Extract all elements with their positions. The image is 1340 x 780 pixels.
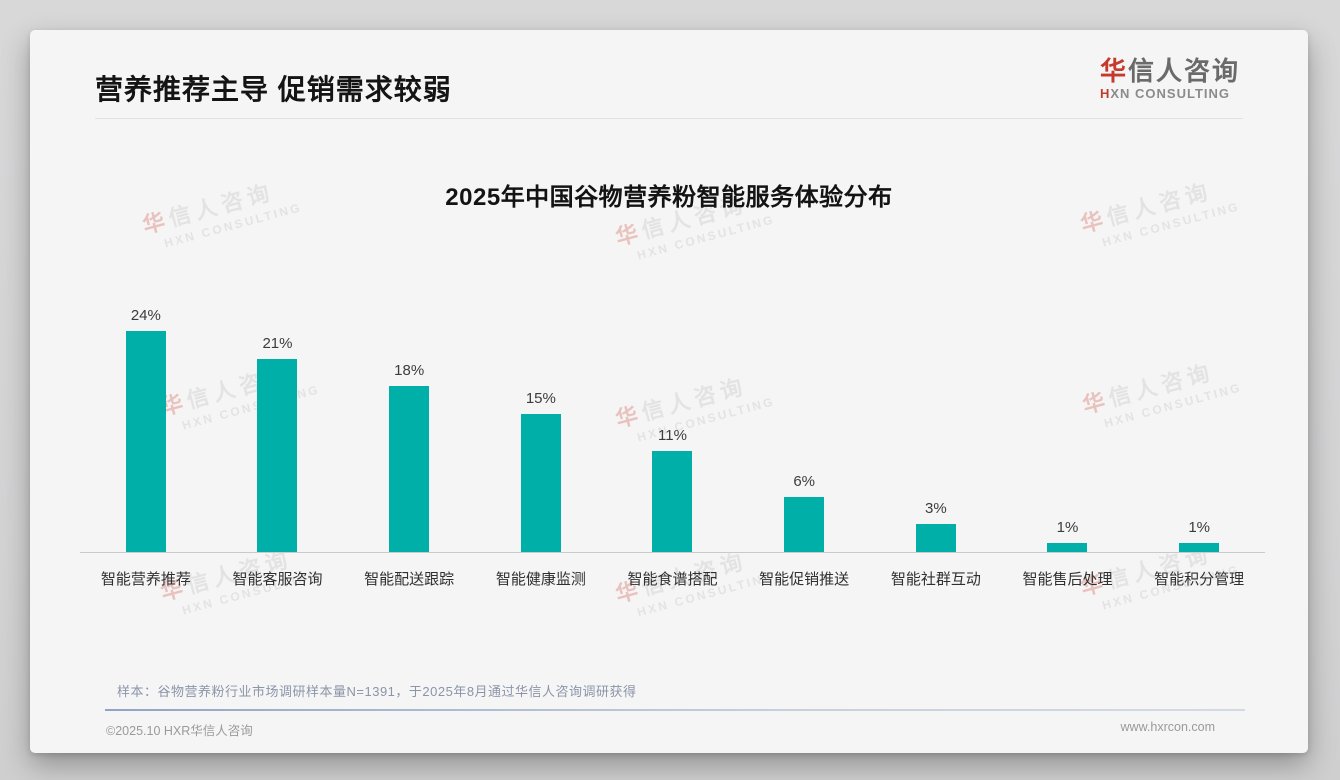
bar	[1179, 542, 1220, 552]
chart-title: 2025年中国谷物营养粉智能服务体验分布	[445, 184, 893, 211]
logo-en-text: HXN CONSULTING	[1100, 86, 1240, 101]
bar	[520, 414, 561, 552]
bar	[125, 331, 166, 552]
bar-group: 3% 智能社群互动	[870, 252, 1002, 588]
bar-group: 1% 智能售后处理	[1002, 252, 1134, 588]
bar-group: 6% 智能促销推送	[738, 252, 870, 588]
bar-category-label: 智能配送跟踪	[364, 571, 455, 588]
logo-en-first-char: H	[1099, 86, 1111, 101]
slide-card: 华信人咨询 HXN CONSULTING 华信人咨询 HXN CONSULTING 华信…	[30, 30, 1308, 753]
bar-category-label: 智能营养推荐	[100, 571, 191, 588]
page-title: 营养推荐主导 促销需求较弱	[95, 74, 452, 105]
bar-category-label: 智能售后处理	[1022, 571, 1113, 588]
bar-value-label: 1%	[1188, 518, 1210, 536]
bar-group: 15% 智能健康监测	[475, 252, 607, 588]
bar-category-label: 智能社群互动	[890, 571, 981, 588]
bar	[1047, 542, 1088, 552]
bar-value-label: 15%	[525, 390, 556, 407]
bar	[257, 358, 298, 552]
bar	[652, 450, 693, 552]
bar-value-label: 11%	[658, 426, 687, 444]
bar-group: 1% 智能积分管理	[1133, 252, 1265, 588]
bar-chart: 24% 智能营养推荐 21% 智能客服咨询 18% 智能配送跟踪 15% 智能健康监测 11% 智…	[80, 252, 1265, 588]
bar-category-label: 智能促销推送	[759, 571, 850, 588]
sample-note: 样本：谷物营养粉行业市场调研样本量N=1391，于2025年8月通过华信人咨询调…	[117, 684, 637, 699]
copyright-text: ©2025.10 HXR华信人咨询	[106, 724, 253, 738]
bar-group: 21% 智能客服咨询	[212, 252, 344, 588]
company-logo: 华信人咨询 HXN CONSULTING	[1100, 56, 1240, 101]
bar-value-label: 21%	[262, 334, 293, 352]
logo-cn-rest: 信人咨询	[1127, 56, 1240, 86]
x-axis-line	[80, 552, 1265, 553]
bar-value-label: 3%	[924, 500, 947, 518]
bar-category-label: 智能客服咨询	[232, 571, 323, 588]
bar-value-label: 1%	[1056, 518, 1079, 536]
bar-category-label: 智能积分管理	[1154, 571, 1245, 588]
bar-value-label: 24%	[130, 307, 161, 325]
footer-divider	[105, 709, 1245, 711]
bar-category-label: 智能食谱搭配	[627, 571, 718, 588]
bar-value-label: 6%	[793, 472, 815, 490]
bar-group: 18% 智能配送跟踪	[343, 252, 475, 588]
bar	[915, 524, 956, 552]
bar-category-label: 智能健康监测	[495, 571, 586, 588]
bar	[389, 386, 430, 552]
header-divider	[95, 118, 1243, 119]
logo-cn-first-char: 华	[1099, 56, 1128, 86]
bar-group: 24% 智能营养推荐	[80, 252, 212, 588]
bar	[784, 496, 825, 552]
bar-group: 11% 智能食谱搭配	[607, 252, 739, 588]
bar-value-label: 18%	[394, 362, 425, 380]
logo-cn-text: 华信人咨询	[1100, 56, 1240, 86]
website-url: www.hxrcon.com	[1120, 720, 1215, 734]
logo-en-rest: XN CONSULTING	[1110, 86, 1231, 101]
